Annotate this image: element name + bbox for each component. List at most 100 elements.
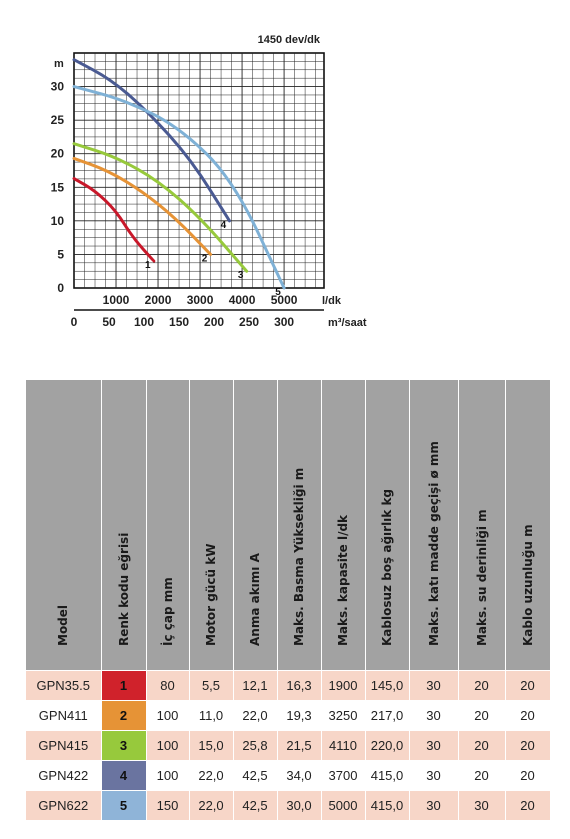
value-cell: 30,0 bbox=[277, 790, 322, 821]
table-header-cell: Kablo uzunluğu m bbox=[505, 380, 551, 671]
header-label: Model bbox=[56, 604, 71, 646]
header-label: Kablosuz boş ağırlık kg bbox=[380, 488, 394, 646]
chart-title: 1450 dev/dk bbox=[258, 34, 321, 46]
x-axis-unit-m3: m³/saat bbox=[328, 317, 367, 329]
value-cell: 30 bbox=[409, 760, 459, 791]
series-label-3: 3 bbox=[238, 270, 244, 281]
x-tick-label-m3: 250 bbox=[239, 315, 259, 329]
table-row: GPN422 4 100 22,0 42,5 34,0 3700 415,0 30 20 20 bbox=[26, 760, 551, 791]
value-cell: 30 bbox=[409, 700, 459, 731]
x-axis-unit-ldk: l/dk bbox=[322, 295, 342, 307]
value-cell: 5,5 bbox=[189, 670, 234, 701]
value-cell: 16,3 bbox=[277, 670, 322, 701]
value-cell: 415,0 bbox=[365, 790, 410, 821]
color-code-cell: 2 bbox=[101, 700, 147, 731]
value-cell: 30 bbox=[409, 790, 459, 821]
header-label: Maks. katı madde geçişi ø mm bbox=[426, 441, 441, 646]
model-cell: GPN622 bbox=[26, 790, 102, 821]
header-label: İç çap mm bbox=[160, 577, 175, 646]
x-tick-label-m3: 50 bbox=[102, 315, 116, 329]
value-cell: 80 bbox=[146, 670, 190, 701]
table-row: GPN415 3 100 15,0 25,8 21,5 4110 220,0 30 20 20 bbox=[26, 730, 551, 761]
table-header-cell: Motor gücü kW bbox=[189, 380, 234, 671]
table-header-cell: Anma akımı A bbox=[233, 380, 278, 671]
table-header-cell: Maks. katı madde geçişi ø mm bbox=[409, 380, 459, 671]
model-cell: GPN415 bbox=[26, 730, 102, 761]
table-body: GPN35.5 1 80 5,5 12,1 16,3 1900 145,0 30 20 20 GPN4… bbox=[26, 670, 551, 821]
value-cell: 220,0 bbox=[365, 730, 410, 761]
x-tick-label-m3: 200 bbox=[204, 315, 224, 329]
color-code-cell: 5 bbox=[101, 790, 147, 821]
value-cell: 30 bbox=[458, 790, 506, 821]
header-label: Motor gücü kW bbox=[204, 543, 218, 646]
series-curve-2 bbox=[72, 156, 213, 256]
value-cell: 11,0 bbox=[189, 700, 234, 731]
table-header-cell: Kablosuz boş ağırlık kg bbox=[365, 380, 410, 671]
header-label: Maks. su derinliği m bbox=[474, 509, 489, 646]
value-cell: 15,0 bbox=[189, 730, 234, 761]
value-cell: 20 bbox=[458, 730, 506, 761]
value-cell: 145,0 bbox=[365, 670, 410, 701]
value-cell: 42,5 bbox=[233, 760, 278, 791]
series-curve-4 bbox=[72, 58, 231, 223]
value-cell: 22,0 bbox=[233, 700, 278, 731]
table-header-cell: Model bbox=[26, 380, 102, 671]
value-cell: 20 bbox=[505, 730, 551, 761]
x-tick-label-ldk: 4000 bbox=[229, 293, 256, 307]
series-curve-5 bbox=[72, 85, 286, 290]
y-tick-label: 20 bbox=[51, 147, 65, 161]
value-cell: 217,0 bbox=[365, 700, 410, 731]
x-tick-label-m3: 100 bbox=[134, 315, 154, 329]
color-code-cell: 1 bbox=[101, 670, 147, 701]
y-tick-label: 25 bbox=[51, 113, 65, 127]
x-tick-label-ldk: 3000 bbox=[187, 293, 214, 307]
table-header-cell: Maks. su derinliği m bbox=[458, 380, 506, 671]
value-cell: 150 bbox=[146, 790, 190, 821]
value-cell: 30 bbox=[409, 670, 459, 701]
value-cell: 22,0 bbox=[189, 760, 234, 791]
header-label: Kablo uzunluğu m bbox=[520, 524, 535, 646]
y-tick-label: 10 bbox=[51, 214, 65, 228]
value-cell: 100 bbox=[146, 760, 190, 791]
value-cell: 1900 bbox=[321, 670, 366, 701]
y-tick-label: 15 bbox=[51, 180, 65, 194]
value-cell: 20 bbox=[458, 760, 506, 791]
series-label-5: 5 bbox=[275, 287, 281, 298]
model-cell: GPN35.5 bbox=[26, 670, 102, 701]
header-label: Maks. Basma Yüksekliği m bbox=[292, 467, 306, 646]
value-cell: 34,0 bbox=[277, 760, 322, 791]
table-header-cell: Maks. Basma Yüksekliği m bbox=[277, 380, 322, 671]
series-label-1: 1 bbox=[145, 260, 151, 271]
y-axis-label: m bbox=[54, 58, 64, 70]
pump-curve-chart: 0 5 10 15 20 25 30 m 1450 dev/dk 1000 2000 3000 4000… bbox=[40, 25, 370, 335]
value-cell: 42,5 bbox=[233, 790, 278, 821]
value-cell: 100 bbox=[146, 730, 190, 761]
series-label-4: 4 bbox=[221, 220, 227, 231]
value-cell: 25,8 bbox=[233, 730, 278, 761]
value-cell: 415,0 bbox=[365, 760, 410, 791]
chart-grid bbox=[73, 52, 325, 289]
series-curve-1 bbox=[72, 177, 156, 263]
x-tick-label-m3: 300 bbox=[274, 315, 294, 329]
value-cell: 20 bbox=[505, 760, 551, 791]
value-cell: 3700 bbox=[321, 760, 366, 791]
color-code-cell: 4 bbox=[101, 760, 147, 791]
header-label: Anma akımı A bbox=[248, 553, 262, 646]
chart-series bbox=[72, 58, 286, 290]
table-row: GPN35.5 1 80 5,5 12,1 16,3 1900 145,0 30 20 20 bbox=[26, 670, 551, 701]
x-tick-label-m3: 0 bbox=[71, 315, 78, 329]
value-cell: 20 bbox=[458, 670, 506, 701]
value-cell: 30 bbox=[409, 730, 459, 761]
value-cell: 20 bbox=[505, 700, 551, 731]
value-cell: 20 bbox=[505, 670, 551, 701]
value-cell: 12,1 bbox=[233, 670, 278, 701]
value-cell: 3250 bbox=[321, 700, 366, 731]
x-tick-label-ldk: 2000 bbox=[145, 293, 172, 307]
table-row: GPN622 5 150 22,0 42,5 30,0 5000 415,0 30 30 20 bbox=[26, 790, 551, 821]
value-cell: 22,0 bbox=[189, 790, 234, 821]
y-tick-label: 30 bbox=[51, 80, 65, 94]
x-tick-label-ldk: 5000 bbox=[271, 293, 298, 307]
spec-table: Model Renk kodu eğrisi İç çap mm Motor gücü… bbox=[26, 380, 551, 821]
table-header-cell: Renk kodu eğrisi bbox=[101, 380, 147, 671]
